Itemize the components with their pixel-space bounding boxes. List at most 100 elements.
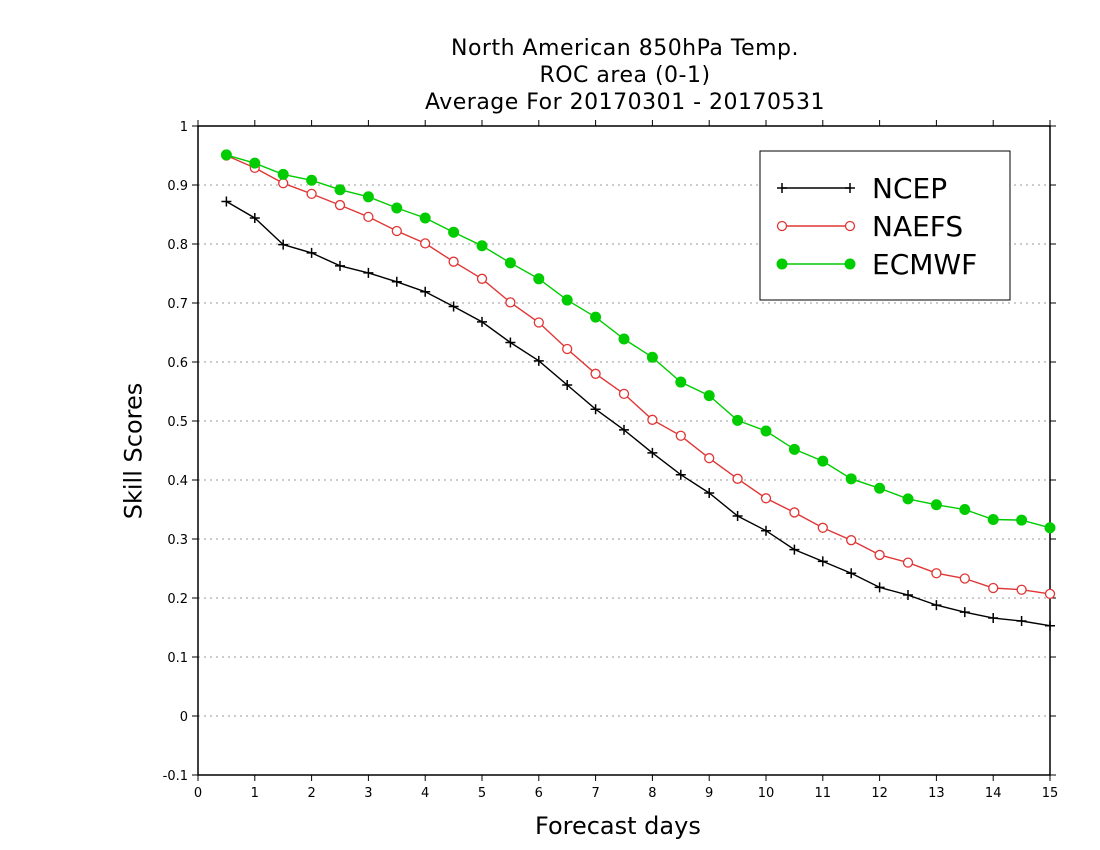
x-tick-label: 2 xyxy=(307,786,315,801)
data-point-naefs xyxy=(363,211,374,223)
data-point-ecmwf xyxy=(760,425,772,437)
data-point-ecmwf xyxy=(249,157,261,169)
legend-marker-naefs xyxy=(844,220,856,232)
data-point-ncep xyxy=(732,510,743,521)
data-point-naefs xyxy=(675,430,686,441)
x-tick-label: 12 xyxy=(871,786,888,801)
legend-marker-ncep xyxy=(845,183,855,193)
data-point-ncep xyxy=(1045,620,1055,631)
data-point-naefs xyxy=(874,549,885,561)
data-point-ecmwf xyxy=(220,149,232,161)
data-point-ecmwf xyxy=(590,311,602,323)
data-point-ncep xyxy=(306,247,317,258)
data-point-ecmwf xyxy=(675,376,687,388)
x-tick-label: 4 xyxy=(421,786,429,801)
data-point-ncep xyxy=(221,196,232,207)
data-point-ecmwf xyxy=(874,482,886,494)
plot-frame xyxy=(197,125,1051,776)
x-tick-label: 1 xyxy=(251,786,259,801)
data-point-ncep xyxy=(505,337,516,348)
data-point-naefs xyxy=(391,225,402,237)
data-point-ecmwf xyxy=(930,499,942,511)
data-point-ncep xyxy=(590,404,601,415)
data-point-ncep xyxy=(704,487,715,498)
data-point-ncep xyxy=(903,590,913,601)
legend-marker-ecmwf xyxy=(776,258,788,270)
x-tick-label: 11 xyxy=(815,786,832,801)
chart-title-line-1: North American 850hPa Temp. xyxy=(450,36,800,61)
x-tick-label: 10 xyxy=(758,786,775,801)
data-point-naefs xyxy=(533,317,544,328)
data-point-ncep xyxy=(278,239,289,250)
data-point-naefs xyxy=(505,297,516,308)
data-point-naefs xyxy=(278,178,289,189)
y-tick-label: 0.6 xyxy=(167,356,188,371)
data-point-ncep xyxy=(931,600,942,611)
data-point-ecmwf xyxy=(646,351,658,363)
y-tick-label: 0.2 xyxy=(167,592,188,607)
data-point-naefs xyxy=(988,582,999,594)
data-point-ncep xyxy=(391,276,402,287)
data-point-ecmwf xyxy=(334,184,346,196)
x-tick-label: 14 xyxy=(985,786,1002,801)
data-point-ncep xyxy=(420,286,431,297)
data-point-naefs xyxy=(760,493,772,504)
data-point-ncep xyxy=(761,525,771,536)
x-tick-label: 5 xyxy=(478,786,486,801)
legend-label-naefs: NAEFS xyxy=(872,210,963,243)
y-tick-label: 0.1 xyxy=(167,651,188,666)
legend-marker-naefs xyxy=(776,220,788,232)
data-point-ecmwf xyxy=(533,273,545,285)
data-point-naefs xyxy=(334,199,346,211)
data-point-ecmwf xyxy=(845,473,857,485)
data-point-ecmwf xyxy=(788,443,800,455)
y-tick-label: 1 xyxy=(180,120,188,135)
data-point-ecmwf xyxy=(561,294,573,306)
y-tick-label: 0 xyxy=(180,710,188,725)
data-point-naefs xyxy=(476,273,488,284)
data-point-ncep xyxy=(363,267,374,278)
data-point-ecmwf xyxy=(362,191,374,203)
data-point-ncep xyxy=(335,260,345,271)
data-point-ecmwf xyxy=(277,168,289,180)
data-point-ecmwf xyxy=(391,202,403,214)
series-line-ncep xyxy=(226,200,1051,627)
data-point-ecmwf xyxy=(476,240,488,252)
x-tick-label: 6 xyxy=(535,786,543,801)
data-point-ncep xyxy=(959,607,970,618)
y-tick-label: 0.8 xyxy=(167,238,188,253)
data-point-naefs xyxy=(959,573,970,584)
y-tick-label: 0.3 xyxy=(167,533,188,548)
data-point-ecmwf xyxy=(902,493,914,505)
data-point-ncep xyxy=(817,556,828,567)
data-point-ncep xyxy=(789,544,800,555)
y-tick-label: -0.1 xyxy=(163,769,188,784)
data-point-ncep xyxy=(249,213,260,224)
chart-title-line-3: Average For 20170301 - 20170531 xyxy=(424,90,826,115)
x-tick-label: 3 xyxy=(364,786,372,801)
legend-label-ncep: NCEP xyxy=(872,172,947,205)
data-point-ncep xyxy=(846,568,857,579)
data-point-naefs xyxy=(1044,588,1056,600)
data-point-naefs xyxy=(902,557,914,568)
data-point-naefs xyxy=(704,453,715,464)
data-point-naefs xyxy=(931,568,942,579)
data-point-naefs xyxy=(846,535,857,546)
data-point-ecmwf xyxy=(817,455,829,467)
legend-label-ecmwf: ECMWF xyxy=(872,248,977,281)
data-point-ncep xyxy=(874,582,885,593)
legend-marker-ecmwf xyxy=(844,258,856,270)
y-tick-label: 0.9 xyxy=(167,179,188,194)
y-tick-label: 0.4 xyxy=(167,474,188,489)
x-tick-label: 7 xyxy=(591,786,599,801)
data-point-naefs xyxy=(647,414,658,425)
x-tick-label: 15 xyxy=(1042,786,1059,801)
data-point-ecmwf xyxy=(987,514,999,526)
x-tick-label: 9 xyxy=(705,786,713,801)
y-tick-label: 0.5 xyxy=(167,415,188,430)
data-point-ecmwf xyxy=(1044,522,1056,534)
data-point-ecmwf xyxy=(959,504,971,515)
data-point-naefs xyxy=(817,522,828,533)
data-point-ecmwf xyxy=(306,174,318,186)
